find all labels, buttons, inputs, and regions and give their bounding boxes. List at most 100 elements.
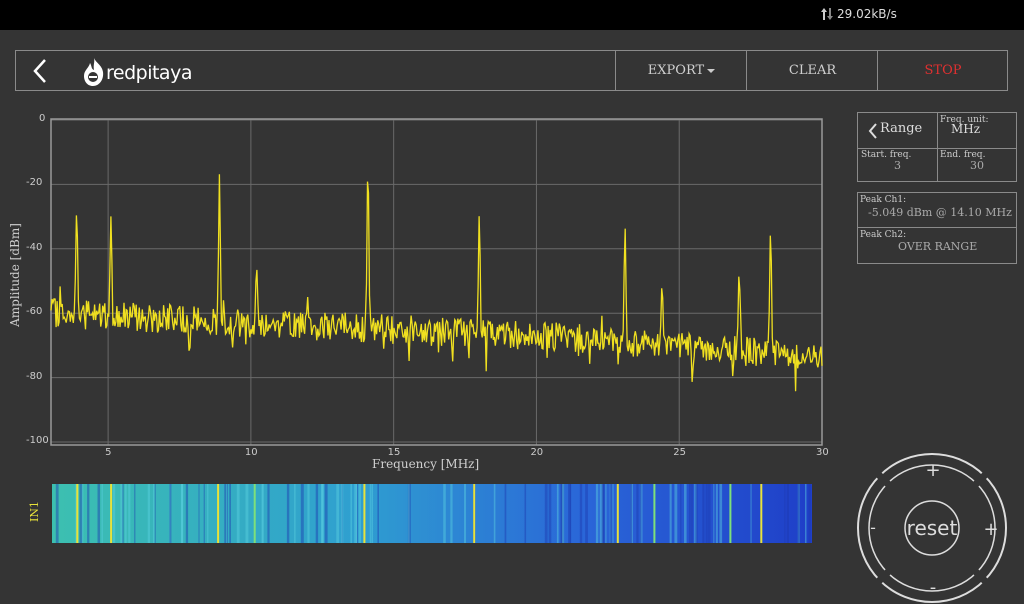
caret-down-icon bbox=[707, 68, 716, 73]
waterfall-noise bbox=[124, 484, 127, 543]
divider bbox=[858, 148, 1016, 149]
waterfall-noise bbox=[341, 484, 343, 543]
divider bbox=[858, 227, 1016, 228]
waterfall-noise bbox=[198, 484, 200, 543]
waterfall-noise bbox=[181, 484, 184, 543]
status-bar: 29.02kB/s bbox=[0, 0, 1024, 30]
waterfall-noise bbox=[147, 484, 150, 543]
waterfall-noise bbox=[702, 484, 705, 543]
waterfall-noise bbox=[371, 484, 373, 543]
waterfall-noise bbox=[262, 484, 264, 543]
stop-button[interactable]: STOP bbox=[877, 51, 1008, 90]
range-back-button[interactable]: Range bbox=[858, 113, 938, 148]
waterfall-noise bbox=[786, 484, 789, 543]
range-title: Range bbox=[880, 121, 923, 136]
peak-ch2-value: OVER RANGE bbox=[898, 240, 978, 253]
waterfall-noise bbox=[630, 484, 633, 543]
zoom-in-vertical-button[interactable]: + bbox=[925, 460, 940, 481]
waterfall-noise bbox=[568, 484, 571, 543]
waterfall-noise bbox=[55, 484, 59, 543]
waterfall-noise bbox=[689, 484, 691, 543]
waterfall-noise bbox=[691, 484, 693, 543]
waterfall-noise bbox=[493, 484, 496, 543]
zoom-pad: reset + - - + bbox=[857, 453, 1007, 603]
clear-button[interactable]: CLEAR bbox=[746, 51, 878, 90]
back-arrow-icon[interactable] bbox=[28, 57, 54, 85]
spectrum-plot[interactable] bbox=[0, 0, 830, 480]
waterfall-noise bbox=[97, 484, 100, 543]
waterfall-noise bbox=[599, 484, 602, 543]
waterfall-noise bbox=[169, 484, 172, 543]
export-button[interactable]: EXPORT bbox=[615, 51, 747, 90]
top-toolbar: redpitaya EXPORT CLEAR STOP bbox=[15, 50, 1008, 91]
start-freq-input[interactable]: 3 bbox=[894, 159, 901, 172]
waterfall-noise bbox=[226, 484, 228, 543]
waterfall-noise bbox=[369, 484, 372, 543]
x-tick-label: 15 bbox=[387, 447, 401, 458]
zoom-out-vertical-button[interactable]: - bbox=[930, 577, 937, 598]
waterfall-noise bbox=[784, 484, 786, 543]
waterfall-peak-line bbox=[473, 484, 476, 543]
waterfall-peak-line bbox=[110, 484, 113, 543]
waterfall-noise bbox=[562, 484, 564, 543]
waterfall-noise bbox=[708, 484, 711, 543]
waterfall-noise bbox=[358, 484, 361, 543]
end-freq-label: End. freq. bbox=[940, 150, 986, 160]
freq-unit-select[interactable]: MHz bbox=[951, 122, 981, 136]
waterfall-noise bbox=[408, 484, 410, 543]
waterfall-noise bbox=[408, 484, 411, 543]
waterfall-noise bbox=[601, 484, 604, 543]
x-tick-label: 5 bbox=[105, 447, 112, 458]
waterfall-noise bbox=[286, 484, 290, 543]
waterfall-noise bbox=[579, 484, 583, 543]
waterfall-noise bbox=[669, 484, 672, 543]
peak-panel: Peak Ch1: -5.049 dBm @ 14.10 MHz Peak Ch… bbox=[857, 192, 1017, 264]
waterfall-noise bbox=[695, 484, 698, 543]
waterfall-peak-line bbox=[217, 484, 220, 543]
peak-ch2-label: Peak Ch2: bbox=[860, 230, 907, 240]
waterfall-noise bbox=[355, 484, 358, 543]
waterfall-noise bbox=[134, 484, 136, 543]
divider bbox=[937, 113, 938, 182]
waterfall-peak-line bbox=[729, 484, 732, 543]
zoom-in-horizontal-button[interactable]: + bbox=[983, 519, 998, 540]
waterfall-noise bbox=[101, 484, 103, 543]
waterfall-noise bbox=[561, 484, 564, 543]
waterfall-noise bbox=[674, 484, 676, 543]
x-tick-label: 10 bbox=[244, 447, 258, 458]
waterfall-noise bbox=[203, 484, 205, 543]
waterfall-noise bbox=[207, 484, 209, 543]
waterfall-noise bbox=[185, 484, 189, 543]
waterfall-noise bbox=[128, 484, 131, 543]
reset-button[interactable] bbox=[904, 500, 960, 556]
waterfall-noise bbox=[324, 484, 328, 543]
waterfall-noise bbox=[805, 484, 807, 543]
end-freq-input[interactable]: 30 bbox=[970, 159, 984, 172]
waterfall-noise bbox=[705, 484, 708, 543]
y-tick-label: -40 bbox=[26, 241, 43, 253]
waterfall-noise bbox=[340, 484, 344, 543]
waterfall-noise bbox=[797, 484, 800, 543]
waterfall-display bbox=[52, 484, 812, 543]
transfer-arrows-icon bbox=[821, 8, 833, 20]
zoom-out-horizontal-button[interactable]: - bbox=[870, 518, 876, 537]
waterfall-noise bbox=[226, 484, 228, 543]
waterfall-noise bbox=[315, 484, 319, 543]
y-tick-label: -100 bbox=[26, 435, 49, 446]
peak-ch1-value: -5.049 dBm @ 14.10 MHz bbox=[868, 206, 1012, 219]
waterfall-peak-line bbox=[653, 484, 656, 543]
waterfall-noise bbox=[585, 484, 588, 543]
waterfall-noise bbox=[261, 484, 264, 543]
export-label: EXPORT bbox=[647, 63, 705, 78]
waterfall-noise bbox=[715, 484, 718, 543]
x-tick-label: 30 bbox=[816, 447, 829, 458]
waterfall-noise bbox=[797, 484, 800, 543]
pad-inner-ring bbox=[868, 464, 996, 592]
waterfall-noise bbox=[595, 484, 599, 543]
waterfall-noise bbox=[605, 484, 607, 543]
waterfall-noise bbox=[443, 484, 446, 543]
waterfall-noise bbox=[676, 484, 678, 543]
y-tick-label: -60 bbox=[26, 306, 43, 318]
x-tick-label: 20 bbox=[530, 447, 544, 458]
waterfall-noise bbox=[684, 484, 687, 543]
